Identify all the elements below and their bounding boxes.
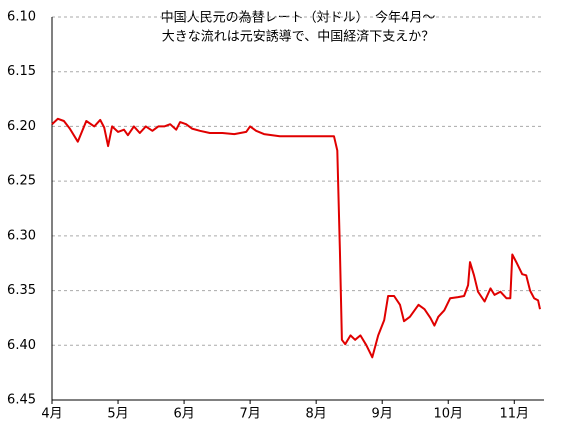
x-tick-label: 8月 <box>306 407 327 422</box>
y-tick-label: 6.40 <box>7 338 36 353</box>
x-tick-label: 10月 <box>433 407 463 422</box>
chart-title: 大きな流れは元安誘導で、中国経済下支えか？ <box>162 29 434 45</box>
x-tick-label: 7月 <box>239 407 260 422</box>
x-tick-label: 11月 <box>500 407 530 422</box>
y-tick-label: 6.30 <box>7 228 36 243</box>
y-tick-label: 6.20 <box>7 119 36 134</box>
x-tick-label: 5月 <box>107 407 128 422</box>
x-tick-label: 4月 <box>41 407 62 422</box>
y-tick-label: 6.45 <box>7 393 36 408</box>
y-tick-label: 6.25 <box>7 174 36 189</box>
data-line <box>51 117 541 359</box>
x-tick-label: 9月 <box>372 407 393 422</box>
y-tick-label: 6.15 <box>7 64 36 79</box>
y-tick-label: 6.10 <box>7 10 36 25</box>
x-tick-label: 6月 <box>173 407 194 422</box>
y-tick-label: 6.35 <box>7 283 36 298</box>
